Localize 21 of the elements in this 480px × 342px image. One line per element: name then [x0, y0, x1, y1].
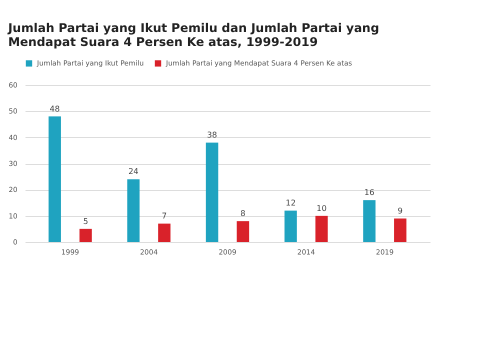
bar: [363, 200, 376, 242]
bar: [284, 210, 297, 242]
bar: [394, 218, 406, 242]
bar: [236, 221, 250, 242]
bar: [315, 216, 328, 242]
bar: [127, 179, 140, 242]
bar: [79, 228, 92, 242]
bar: [158, 224, 170, 242]
data-label: 7: [162, 212, 167, 221]
data-label: 10: [316, 204, 327, 213]
data-label: 9: [398, 206, 403, 216]
data-label: 24: [128, 167, 139, 176]
bar: [48, 116, 61, 242]
data-label: 48: [50, 104, 60, 114]
bar: [206, 142, 218, 242]
data-label: 38: [206, 130, 218, 140]
data-label: 5: [83, 216, 88, 226]
chart-title: Jumlah Partai yang Ikut Pemilu dan Jumlah Partai yang Mendapat Suara 4 Persen Ke atas, 1999-2019: [7, 21, 380, 49]
data-label: 12: [286, 198, 296, 208]
data-label: 8: [240, 209, 246, 218]
data-label: 16: [364, 188, 374, 198]
